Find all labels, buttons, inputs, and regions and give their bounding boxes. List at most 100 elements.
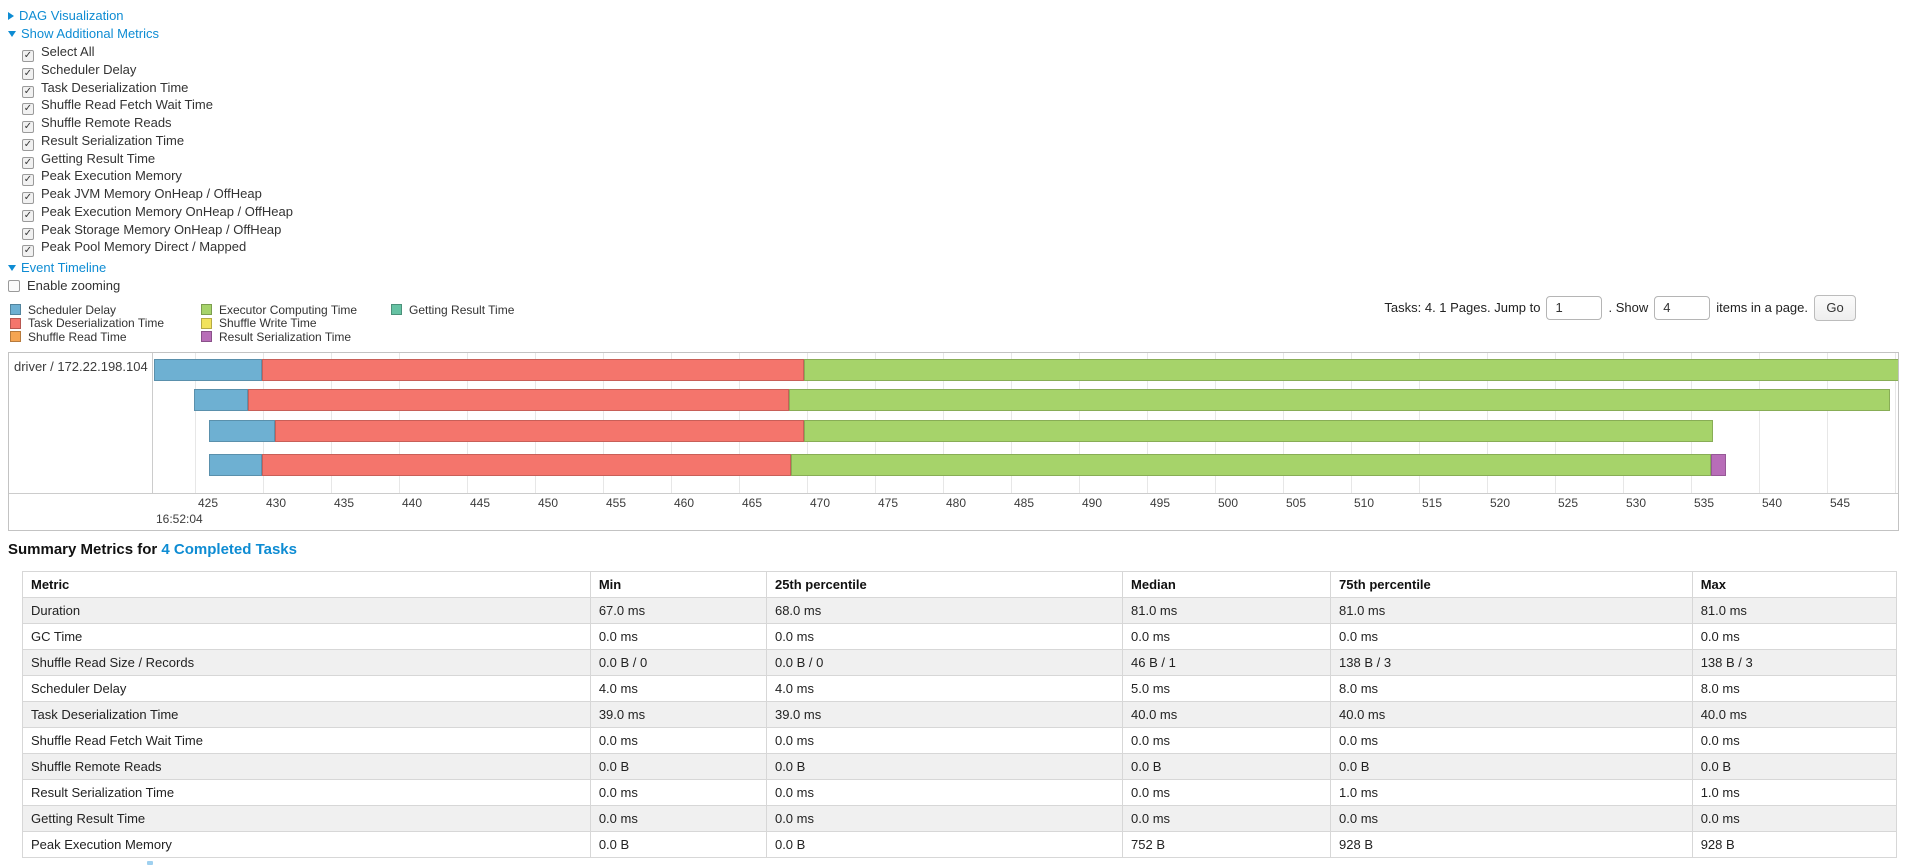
task-bar-1-scheduler-delay-segment[interactable] [154, 359, 262, 381]
completed-tasks-link[interactable]: 4 Completed Tasks [161, 541, 297, 558]
metric-name-cell: Peak Execution Memory [22, 831, 591, 858]
jump-to-page-input[interactable] [1546, 295, 1603, 320]
enable-zooming-checkbox-row[interactable]: Enable zooming [8, 277, 293, 295]
metric-checkbox-label: Select All [41, 44, 95, 59]
metric-value-cell: 138 B / 3 [1330, 649, 1693, 676]
metric-name-cell: Shuffle Read Fetch Wait Time [22, 727, 591, 754]
metric-value-cell: 0.0 ms [589, 623, 767, 650]
metric-value-cell: 40.0 ms [1691, 701, 1898, 728]
timeline-axis-line [9, 493, 1898, 494]
metric-checkbox-getting-result-time[interactable]: ✓ Getting Result Time [22, 150, 293, 169]
timeline-tick-label: 455 [606, 496, 627, 510]
metric-checkbox-peak-jvm-memory-onheap-offheap[interactable]: ✓ Peak JVM Memory OnHeap / OffHeap [22, 185, 293, 204]
metric-checkbox-peak-storage-memory-onheap-offheap[interactable]: ✓ Peak Storage Memory OnHeap / OffHeap [22, 221, 293, 240]
dag-visualization-label: DAG Visualization [19, 8, 124, 23]
metric-checkbox-label: Result Serialization Time [41, 132, 185, 148]
metric-checkbox-label: Shuffle Remote Reads [41, 115, 172, 130]
metric-value-cell: 0.0 ms [1691, 805, 1898, 832]
expanded-arrow-icon [8, 30, 16, 37]
summary-column-header: Max [1691, 571, 1898, 598]
metric-value-cell: 0.0 ms [589, 805, 767, 832]
legend-column: Getting Result Time [391, 303, 514, 317]
legend-label: Result Serialization Time [219, 329, 352, 344]
metric-checkbox-peak-execution-memory-onheap-offheap[interactable]: ✓ Peak Execution Memory OnHeap / OffHeap [22, 203, 293, 222]
metric-value-cell: 8.0 ms [1691, 675, 1898, 702]
task-bar-2-task-deserialization-segment[interactable] [248, 389, 790, 411]
metric-checkbox-shuffle-remote-reads[interactable]: ✓ Shuffle Remote Reads [22, 114, 293, 133]
legend-swatch-icon [201, 331, 212, 343]
task-bar-1-task-deserialization-segment[interactable] [261, 359, 805, 381]
task-bar-4-executor-computing-segment[interactable] [790, 454, 1712, 476]
show-additional-metrics-toggle[interactable]: Show Additional Metrics [8, 25, 293, 43]
timeline-tick-label: 450 [538, 496, 559, 510]
legend-swatch-icon [201, 304, 212, 316]
metric-value-cell: 0.0 ms [765, 779, 1124, 806]
collapsed-arrow-icon [8, 11, 14, 20]
event-timeline-toggle[interactable]: Event Timeline [8, 259, 293, 277]
timeline-tick-label: 465 [742, 496, 763, 510]
metric-checkbox-peak-execution-memory[interactable]: ✓ Peak Execution Memory [22, 167, 293, 187]
timeline-tick-label: 445 [470, 496, 491, 510]
metric-value-cell: 46 B / 1 [1122, 649, 1332, 676]
timeline-tick-label: 495 [1150, 496, 1171, 510]
checkbox-checked-icon: ✓ [22, 192, 34, 204]
task-bar-1-executor-computing-segment[interactable] [804, 359, 1898, 381]
metric-name-cell: Getting Result Time [22, 805, 591, 832]
metric-value-cell: 81.0 ms [1330, 597, 1693, 624]
timeline-gridline [1759, 353, 1760, 493]
metric-checkbox-select-all[interactable]: ✓ Select All [22, 43, 293, 62]
task-pagination: Tasks: 4. 1 Pages. Jump to . Show items … [1384, 294, 1856, 321]
task-bar-4-scheduler-delay-segment[interactable] [208, 454, 262, 476]
summary-row-peak-execution-memory: Peak Execution Memory 0.0 B 0.0 B 752 B 928 … [22, 831, 1898, 858]
timeline-tick-label: 525 [1558, 496, 1579, 510]
legend-item-getting-result-time: Getting Result Time [391, 303, 514, 317]
metric-checkbox-label: Peak Execution Memory [41, 168, 182, 184]
summary-column-header: Median [1122, 571, 1332, 598]
event-timeline-label: Event Timeline [21, 260, 107, 275]
summary-metrics-title: Summary Metrics for 4 Completed Tasks [8, 541, 297, 558]
timeline-tick-label: 470 [810, 496, 831, 510]
timeline-tick-label: 460 [674, 496, 695, 510]
legend-label: Task Deserialization Time [28, 316, 165, 331]
metric-checkbox-scheduler-delay[interactable]: ✓ Scheduler Delay [22, 61, 293, 80]
checkbox-checked-icon: ✓ [22, 138, 34, 151]
metric-value-cell: 0.0 B [589, 831, 767, 858]
task-bar-3-scheduler-delay-segment[interactable] [208, 420, 276, 442]
enable-zooming-label: Enable zooming [27, 278, 121, 293]
timeline-tick-label: 545 [1830, 496, 1851, 510]
task-bar-3-task-deserialization-segment[interactable] [275, 420, 805, 442]
timeline-tick-label: 475 [878, 496, 899, 510]
metric-name-cell: Scheduler Delay [22, 675, 591, 702]
metric-value-cell: 0.0 ms [1122, 805, 1332, 832]
summary-column-header: 25th percentile [765, 571, 1124, 598]
items-in-page-text: items in a page. [1716, 300, 1808, 315]
task-bar-3-executor-computing-segment[interactable] [804, 420, 1713, 442]
checkbox-checked-icon: ✓ [22, 174, 34, 187]
metric-checkbox-shuffle-read-fetch-wait-time[interactable]: ✓ Shuffle Read Fetch Wait Time [22, 96, 293, 116]
metric-value-cell: 0.0 ms [1122, 727, 1332, 754]
metric-name-cell: Shuffle Remote Reads [22, 753, 591, 780]
metric-value-cell: 928 B [1330, 831, 1693, 858]
timeline-tick-label: 425 [198, 496, 219, 510]
summary-title-prefix: Summary Metrics for [8, 541, 158, 558]
legend-item-shuffle-read-time: Shuffle Read Time [10, 330, 164, 344]
task-bar-2-scheduler-delay-segment[interactable] [193, 389, 249, 411]
task-bar-4-task-deserialization-segment[interactable] [261, 454, 791, 476]
task-bar-4-result-serialization-segment[interactable] [1711, 454, 1727, 476]
metric-value-cell: 39.0 ms [589, 701, 767, 728]
metric-value-cell: 4.0 ms [589, 675, 767, 702]
legend-swatch-icon [391, 304, 402, 316]
summary-metrics-table: Metric Min 25th percentile Median 75th perce… [22, 571, 1898, 858]
metric-checkbox-task-deserialization-time[interactable]: ✓ Task Deserialization Time [22, 79, 293, 98]
legend-item-shuffle-write-time: Shuffle Write Time [201, 316, 357, 330]
go-button[interactable]: Go [1814, 294, 1856, 321]
dag-visualization-toggle[interactable]: DAG Visualization [8, 7, 293, 25]
metric-value-cell: 0.0 ms [589, 727, 767, 754]
task-bar-2-executor-computing-segment[interactable] [789, 389, 1890, 411]
metric-checkbox-label: Shuffle Read Fetch Wait Time [41, 97, 213, 113]
items-per-page-input[interactable] [1654, 295, 1711, 320]
legend-column: Executor Computing Time Shuffle Write Tim… [201, 303, 357, 344]
metric-checkbox-result-serialization-time[interactable]: ✓ Result Serialization Time [22, 132, 293, 151]
metric-checkbox-peak-pool-memory-direct-mapped[interactable]: ✓ Peak Pool Memory Direct / Mapped [22, 238, 293, 258]
metric-checkbox-list: ✓ Select All ✓ Scheduler Delay ✓ Task Deseria… [8, 43, 293, 258]
